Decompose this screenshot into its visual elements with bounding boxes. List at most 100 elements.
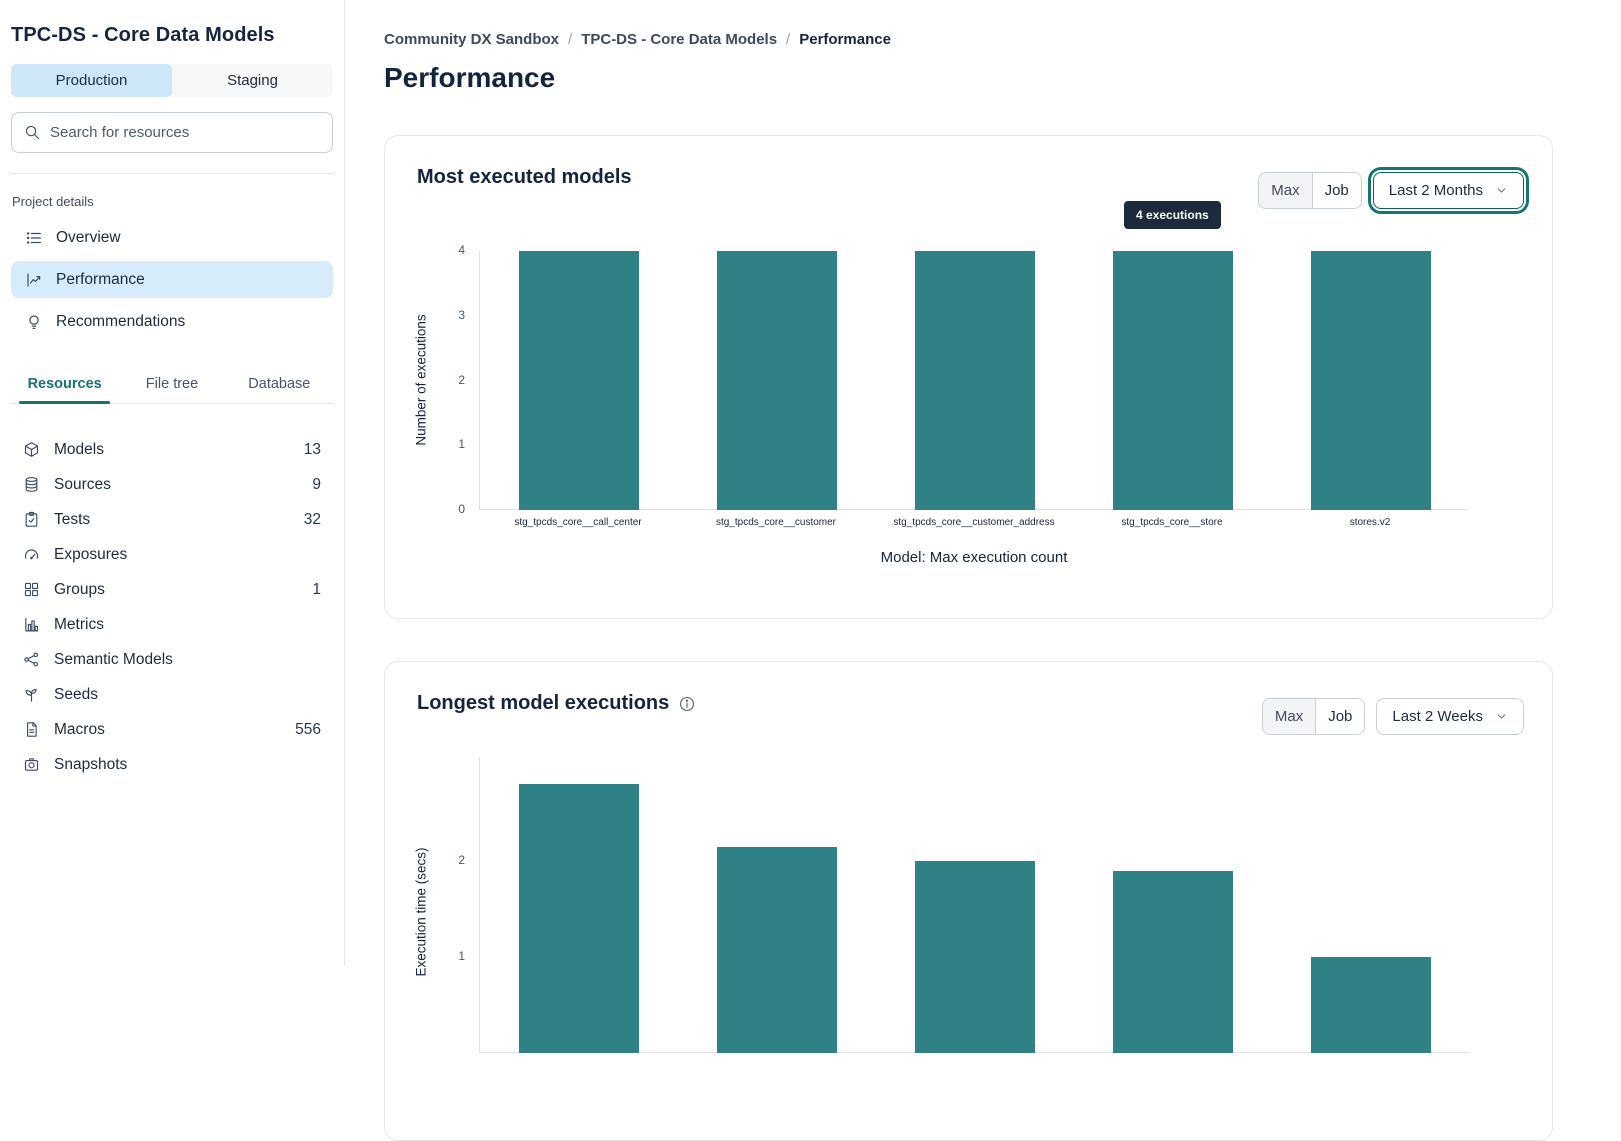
breadcrumb: Community DX Sandbox / TPC-DS - Core Dat… (384, 31, 1621, 48)
job-button[interactable]: Job (1315, 699, 1365, 734)
main-content: Community DX Sandbox / TPC-DS - Core Dat… (346, 0, 1621, 1141)
line-chart-icon (27, 272, 41, 287)
y-tick-label: 2 (458, 372, 465, 387)
tab-file-tree[interactable]: File tree (145, 376, 199, 392)
bar[interactable] (519, 251, 639, 510)
breadcrumb-link-sandbox[interactable]: Community DX Sandbox (384, 31, 560, 48)
time-range-select[interactable]: Last 2 Months (1367, 167, 1530, 214)
x-category-label: stg_tpcds_core__customer_address (893, 517, 1055, 528)
resource-label: Snapshots (54, 755, 128, 773)
search-placeholder: Search for resources (50, 124, 190, 141)
resource-label: Tests (54, 510, 91, 528)
sidebar-item-semantic-models[interactable]: Semantic Models (11, 642, 333, 677)
list-icon (26, 231, 41, 244)
bar[interactable] (1113, 871, 1233, 1053)
sidebar-item-groups[interactable]: Groups 1 (11, 572, 333, 607)
bar[interactable] (519, 784, 639, 1053)
plot-area (479, 757, 1469, 1053)
resource-count: 32 (303, 510, 321, 528)
max-job-toggle: Max Job (1258, 172, 1362, 209)
bar[interactable] (915, 861, 1035, 1053)
y-tick-label: 4 (458, 243, 465, 257)
chart-tooltip: 4 executions (1124, 201, 1221, 229)
y-tick-label: 0 (458, 502, 465, 516)
sidebar-item-label: Recommendations (56, 312, 186, 330)
resource-label: Semantic Models (54, 650, 173, 668)
breadcrumb-link-project[interactable]: TPC-DS - Core Data Models (581, 31, 778, 48)
y-axis-label: Number of executions (413, 314, 429, 446)
resource-label: Macros (54, 720, 105, 738)
time-range-value: Last 2 Weeks (1392, 708, 1483, 725)
bar-chart-icon (25, 617, 39, 632)
search-input[interactable]: Search for resources (11, 112, 333, 153)
x-category-label: stores.v2 (1349, 517, 1391, 528)
max-button[interactable]: Max (1262, 699, 1316, 734)
sidebar-item-exposures[interactable]: Exposures (11, 537, 333, 572)
resource-count: 9 (312, 475, 321, 493)
project-details-label: Project details (12, 194, 94, 209)
breadcrumb-current: Performance (799, 31, 891, 48)
search-icon (25, 125, 40, 140)
x-category-label: stg_tpcds_core__customer (715, 517, 837, 528)
sidebar-item-recommendations[interactable]: Recommendations (11, 303, 333, 340)
bar[interactable] (1311, 957, 1431, 1053)
x-axis-label: Model: Max execution count (880, 549, 1068, 566)
bar[interactable] (1311, 251, 1431, 510)
job-button[interactable]: Job (1311, 173, 1361, 208)
divider (11, 173, 333, 174)
camera-icon (24, 758, 39, 771)
sidebar-item-snapshots[interactable]: Snapshots (11, 747, 333, 782)
sidebar-item-models[interactable]: Models 13 (11, 432, 333, 467)
bar[interactable] (915, 251, 1035, 510)
seedling-icon (25, 688, 37, 702)
resource-list: Models 13 Sources 9 Tests 32 Exposures G… (11, 432, 333, 782)
chevron-down-icon (1497, 188, 1506, 193)
resource-label: Groups (54, 580, 105, 598)
time-range-value: Last 2 Months (1388, 182, 1483, 199)
resource-label: Metrics (54, 615, 104, 633)
document-icon (27, 722, 37, 737)
time-range-select[interactable]: Last 2 Weeks (1376, 698, 1524, 735)
environment-tabs: Production Staging (11, 64, 333, 97)
plot-area (479, 251, 1469, 510)
page-title: Performance (384, 62, 556, 93)
cube-icon (24, 442, 39, 457)
resource-label: Sources (54, 475, 111, 493)
y-tick-label: 2 (458, 853, 465, 867)
bar[interactable] (1113, 251, 1233, 510)
bar[interactable] (717, 847, 837, 1053)
lightbulb-icon (29, 314, 39, 329)
y-tick-label: 1 (458, 437, 465, 452)
tab-production[interactable]: Production (11, 64, 172, 97)
breadcrumb-separator: / (568, 31, 573, 48)
y-tick-label: 3 (458, 307, 465, 322)
bar[interactable] (717, 251, 837, 510)
sidebar-item-tests[interactable]: Tests 32 (11, 502, 333, 537)
breadcrumb-separator: / (786, 31, 791, 48)
resource-tabs: Resources File tree Database (11, 368, 333, 404)
network-icon (24, 652, 39, 667)
max-button[interactable]: Max (1259, 173, 1312, 208)
sidebar-item-performance[interactable]: Performance (11, 261, 333, 298)
sidebar-item-metrics[interactable]: Metrics (11, 607, 333, 642)
grid-icon (24, 582, 39, 597)
tab-database[interactable]: Database (248, 376, 311, 392)
gauge-icon (24, 549, 39, 560)
sidebar-item-macros[interactable]: Macros 556 (11, 712, 333, 747)
x-category-label: stg_tpcds_core__call_center (514, 517, 642, 528)
tab-staging[interactable]: Staging (172, 64, 333, 97)
tab-resources[interactable]: Resources (11, 368, 118, 404)
card-longest-model-executions: Longest model executions Max Job Last 2 … (384, 661, 1553, 1141)
sidebar-item-overview[interactable]: Overview (11, 219, 333, 256)
chart-title: Longest model executions (417, 692, 670, 714)
sidebar: TPC-DS - Core Data Models Production Sta… (0, 0, 345, 966)
sidebar-item-seeds[interactable]: Seeds (11, 677, 333, 712)
clipboard-check-icon (25, 511, 38, 527)
resource-label: Exposures (54, 545, 128, 563)
info-icon[interactable] (678, 695, 696, 713)
sidebar-item-sources[interactable]: Sources 9 (11, 467, 333, 502)
y-tick-label: 1 (458, 949, 465, 963)
card-most-executed-models: Most executed models Max Job Last 2 Mont… (384, 135, 1553, 619)
project-title: TPC-DS - Core Data Models (11, 24, 275, 46)
resource-count: 1 (312, 580, 321, 598)
